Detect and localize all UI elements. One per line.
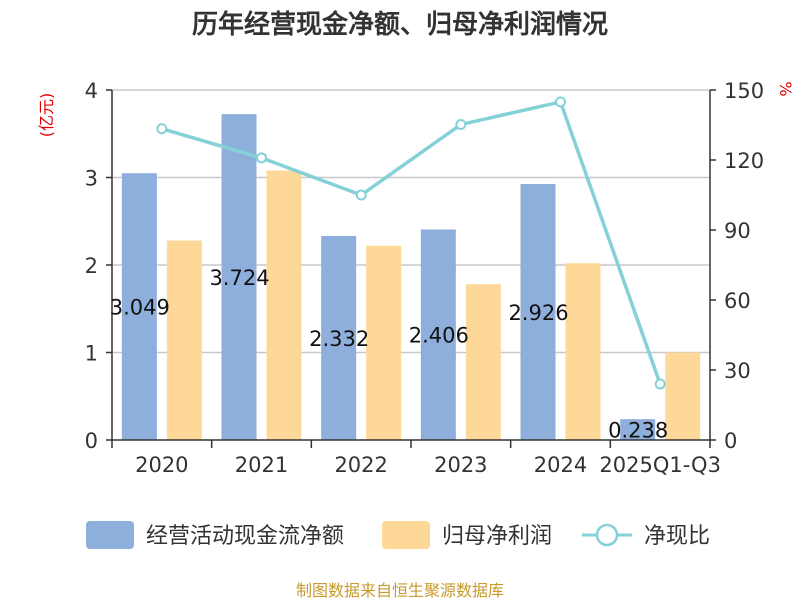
x-axis-tick-label: 2023	[434, 453, 487, 477]
ratio-line-path	[161, 100, 662, 385]
bar-cash	[221, 114, 257, 441]
bar-cash	[121, 173, 157, 440]
left-axis-tick-label: 3	[85, 167, 98, 191]
chart-title: 历年经营现金净额、归母净利润情况	[192, 9, 608, 40]
ratio-point	[455, 119, 467, 131]
bar-profit	[166, 240, 202, 440]
data-source-note: 制图数据来自恒生聚源数据库	[296, 581, 504, 600]
ratio-point	[256, 152, 267, 164]
legend-swatch-profit	[382, 521, 430, 549]
x-axis-tick-label: 2025Q1-Q3	[599, 453, 721, 477]
legend-marker-ratio	[595, 523, 619, 547]
right-axis-tick-label: 150	[724, 79, 764, 103]
legend-label-cash: 经营活动现金流净额	[146, 524, 344, 549]
left-axis-tick-label: 2	[85, 254, 98, 278]
legend-label-ratio: 净现比	[644, 524, 710, 549]
legend-item-ratio[interactable]: 净现比	[582, 523, 710, 549]
bars	[121, 114, 701, 441]
bar-profit	[465, 284, 501, 440]
bar-cash	[321, 235, 357, 440]
data-label-cash: 0.238	[608, 419, 668, 443]
x-axis-tick-label: 2021	[235, 453, 288, 477]
bar-profit	[565, 263, 601, 440]
bar-profit	[665, 352, 701, 440]
right-axis-tick-label: 120	[724, 149, 764, 173]
legend-item-cash[interactable]: 经营活动现金流净额	[86, 521, 344, 549]
bar-cash	[420, 229, 456, 440]
ratio-point	[654, 378, 666, 390]
ratio-point	[355, 189, 367, 201]
left-axis-tick-label: 0	[85, 429, 98, 453]
data-label-cash: 3.049	[110, 296, 170, 320]
right-axis-tick-label: 90	[724, 219, 751, 243]
x-axis-tick-label: 2022	[334, 453, 387, 477]
ratio-point	[156, 123, 168, 135]
axes	[106, 89, 716, 448]
bar-cash	[520, 183, 556, 440]
data-label-cash: 2.332	[309, 327, 369, 351]
data-label-cash: 3.724	[209, 266, 269, 290]
data-labels: 3.049 3.724 2.332 2.406 2.926 0.238	[110, 266, 668, 443]
left-axis-unit: (亿元)	[37, 93, 56, 138]
right-axis-tick-label: 0	[724, 429, 737, 453]
legend-swatch-cash	[86, 521, 134, 549]
left-axis-tick-label: 4	[85, 79, 98, 103]
legend-item-profit[interactable]: 归母净利润	[382, 521, 552, 549]
x-axis-tick-label: 2020	[135, 453, 188, 477]
bar-profit	[266, 170, 302, 440]
legend-label-profit: 归母净利润	[442, 524, 552, 549]
ratio-line	[156, 96, 666, 390]
gridlines	[112, 89, 710, 354]
bar-cash	[620, 419, 656, 440]
tick-labels: 0 1 2 3 4 0 30 60 90 120 150 2020 2021 2022 2023 2024 20…	[85, 79, 764, 477]
legend: 经营活动现金流净额 归母净利润 净现比	[86, 521, 710, 549]
right-axis-tick-label: 60	[724, 289, 751, 313]
right-axis-tick-label: 30	[724, 359, 751, 383]
x-axis-tick-label: 2024	[534, 453, 587, 477]
data-label-cash: 2.926	[508, 301, 568, 325]
bar-profit	[366, 245, 402, 440]
ratio-point	[555, 96, 566, 108]
right-axis-unit: %	[776, 81, 795, 96]
left-axis-tick-label: 1	[85, 342, 98, 366]
data-label-cash: 2.406	[409, 324, 469, 348]
